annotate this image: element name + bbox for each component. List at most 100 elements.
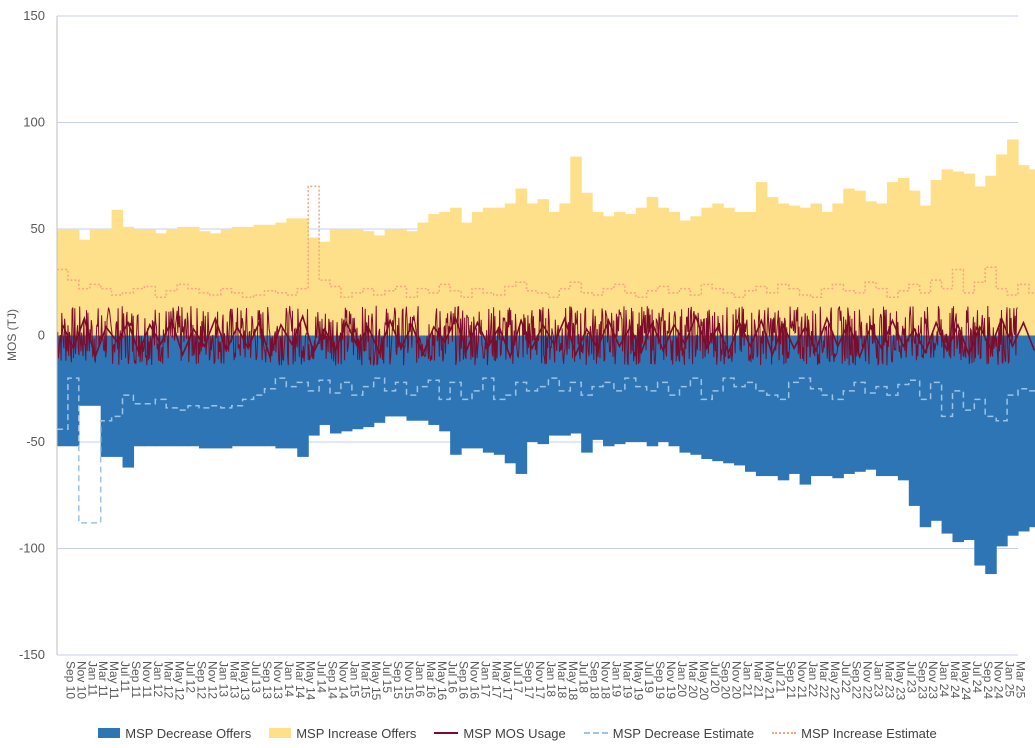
y-tick-label: 50 xyxy=(31,221,45,236)
increase-offer-bar xyxy=(712,203,724,336)
increase-offer-bar xyxy=(504,203,517,336)
x-tick-label: Jan 21 xyxy=(741,661,755,697)
legend-label: MSP Decrease Estimate xyxy=(612,725,755,741)
increase-offer-bar xyxy=(166,229,178,336)
decrease-offer-bar xyxy=(526,335,539,442)
decrease-offer-bar xyxy=(340,335,353,432)
decrease-offer-bar xyxy=(450,335,462,455)
decrease-offer-bar xyxy=(253,335,266,447)
decrease-offer-bar xyxy=(286,335,298,449)
increase-offer-bar xyxy=(67,229,80,336)
increase-offer-bar xyxy=(581,192,593,336)
x-tick-label: Sep 16 xyxy=(457,661,471,699)
decrease-offer-bar xyxy=(220,335,233,449)
increase-offer-bar xyxy=(471,211,484,336)
x-tick-label: May 15 xyxy=(369,661,383,701)
increase-offer-bar xyxy=(843,188,855,336)
x-tick-label: Nov 16 xyxy=(468,661,482,699)
x-tick-label: Jul 20 xyxy=(708,661,722,693)
x-tick-label: Jul 23 xyxy=(904,661,918,693)
legend-swatch xyxy=(772,732,797,734)
x-tick-label: Sep 14 xyxy=(326,661,340,699)
x-tick-label: Jul 19 xyxy=(642,661,656,693)
increase-offer-bar xyxy=(723,207,735,336)
increase-offer-bar xyxy=(461,222,473,336)
decrease-offer-bar xyxy=(668,335,681,447)
decrease-offer-bar xyxy=(854,335,866,472)
increase-offer-bar xyxy=(526,203,539,336)
decrease-offer-bar xyxy=(209,335,222,449)
x-tick-label: Jan 22 xyxy=(806,661,820,697)
decrease-offer-bar xyxy=(373,335,386,423)
x-tick-label: Sep 23 xyxy=(915,661,929,699)
decrease-offer-bar xyxy=(821,335,833,477)
increase-offer-bar xyxy=(876,203,888,336)
increase-offer-bar xyxy=(854,190,866,336)
increase-offer-bar xyxy=(89,229,102,336)
increase-offer-bar xyxy=(974,186,986,336)
legend-item: MSP Decrease Estimate xyxy=(583,725,755,741)
decrease-offer-bar xyxy=(974,335,986,566)
decrease-offer-bar xyxy=(865,335,877,470)
increase-offer-bar xyxy=(657,207,670,336)
x-tick-label: Nov 10 xyxy=(74,661,88,699)
x-tick-label: Mar 12 xyxy=(162,661,176,699)
decrease-offer-bar xyxy=(744,335,757,472)
decrease-offer-bar xyxy=(930,335,943,521)
x-tick-label: Sep 18 xyxy=(588,661,602,699)
increase-offer-bar xyxy=(624,214,637,336)
decrease-offer-bar xyxy=(417,335,429,421)
x-tick-label: Mar 18 xyxy=(555,661,569,699)
increase-offer-bar xyxy=(133,229,145,336)
x-tick-label: Jul 24 xyxy=(970,661,984,693)
decrease-offer-bar xyxy=(941,335,954,534)
increase-offer-bar xyxy=(799,207,812,336)
increase-offer-bar xyxy=(78,239,91,336)
decrease-offer-bar xyxy=(504,335,517,464)
x-tick-label: Nov 23 xyxy=(926,661,940,699)
decrease-offer-bar xyxy=(679,335,691,453)
increase-offer-bar xyxy=(668,211,681,336)
decrease-offer-bar xyxy=(177,335,189,447)
increase-offer-bar xyxy=(788,205,801,336)
decrease-offer-bar xyxy=(657,335,670,442)
increase-offer-bar xyxy=(963,173,975,336)
legend-swatch xyxy=(434,732,459,734)
x-tick-label: Nov 20 xyxy=(730,661,744,699)
decrease-offer-bar xyxy=(963,335,975,540)
increase-offer-bar xyxy=(482,207,495,336)
increase-offer-bar xyxy=(57,229,69,336)
decrease-offer-bar xyxy=(395,335,408,417)
increase-offer-bar xyxy=(777,203,790,336)
increase-offer-bar xyxy=(690,216,702,336)
legend-item: MSP Increase Estimate xyxy=(772,726,937,741)
increase-offer-bar xyxy=(264,224,277,336)
x-tick-label: Jul 18 xyxy=(577,661,591,693)
x-tick-label: Mar 17 xyxy=(489,661,503,699)
decrease-offer-bar xyxy=(723,335,735,464)
decrease-offer-bar xyxy=(635,335,648,442)
x-tick-label: Sep 15 xyxy=(391,661,405,699)
increase-offer-bar xyxy=(362,231,375,336)
decrease-offer-bar xyxy=(297,335,309,457)
increase-offer-bar xyxy=(351,229,364,336)
increase-offer-bar xyxy=(220,229,233,336)
x-tick-label: Nov 18 xyxy=(599,661,613,699)
x-tick-label: Mar 11 xyxy=(96,661,110,698)
decrease-offer-bar xyxy=(581,335,593,453)
decrease-offer-bar xyxy=(876,335,888,477)
increase-offer-bar xyxy=(635,207,648,336)
x-tick-label: May 17 xyxy=(500,661,514,701)
decrease-offer-bar xyxy=(788,335,801,474)
x-tick-label: Jan 20 xyxy=(675,661,689,697)
increase-offer-bar xyxy=(242,226,255,336)
increase-offer-bar xyxy=(231,226,244,336)
x-tick-label: Jul 17 xyxy=(511,661,525,693)
decrease-offer-bar xyxy=(122,335,135,468)
decrease-offer-bar xyxy=(231,335,244,447)
increase-offer-bar xyxy=(155,233,167,336)
x-tick-label: May 14 xyxy=(304,661,318,701)
x-tick-label: Mar 24 xyxy=(948,661,962,699)
increase-offer-bar xyxy=(286,218,298,336)
